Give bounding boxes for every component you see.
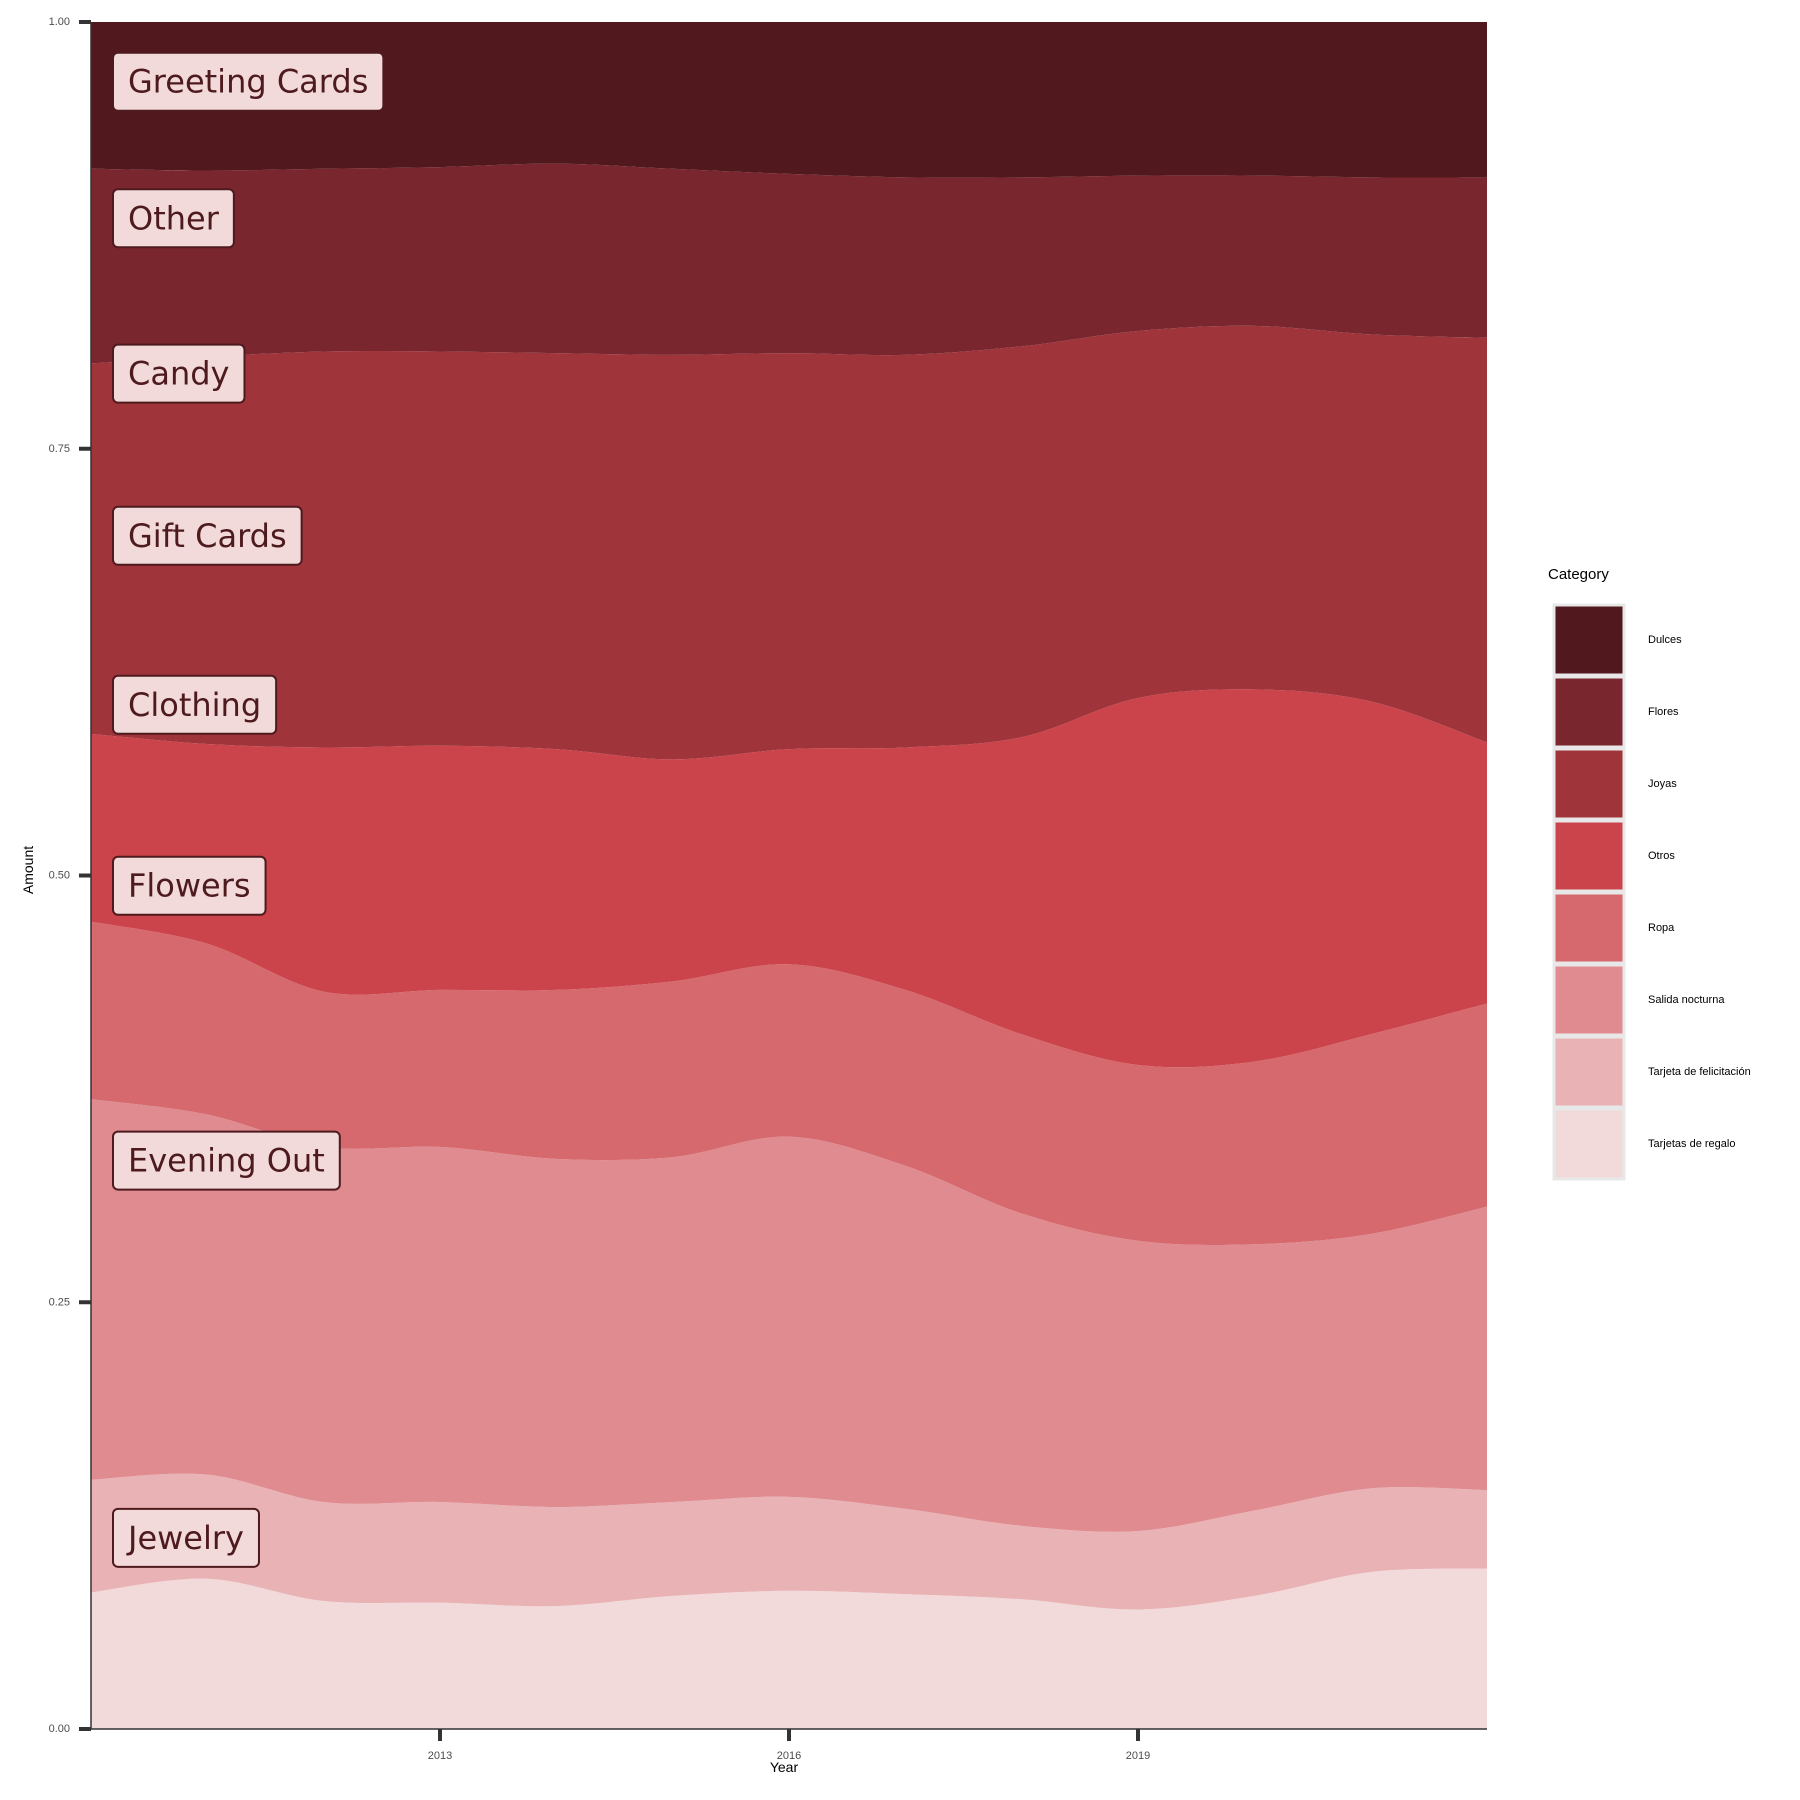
legend-swatch [1552,1107,1626,1181]
legend-label: Flores [1648,706,1679,718]
y-tick-label: 0.25 [49,1296,70,1308]
y-axis: 0.00 0.25 0.50 0.75 1.00 [49,16,92,1735]
area-label: Jewelry [112,1507,260,1568]
area-label-box [112,855,267,916]
legend-swatch [1552,819,1626,893]
area-label: Candy [112,343,246,404]
area-label-box [112,1130,341,1191]
legend-title: Category [1548,566,1609,583]
area-label: Greeting Cards [112,51,385,112]
legend-swatch [1552,675,1626,749]
area-label-text: Jewelry [126,1519,244,1557]
legend-label: Ropa [1648,922,1675,934]
y-tick-label: 0.50 [49,870,70,882]
chart-areas [91,22,1487,1729]
area-label-box [112,51,385,112]
area-label: Other [112,188,235,249]
x-tick-label: 2016 [777,1750,801,1762]
legend-label: Tarjeta de felicitación [1648,1066,1751,1078]
area-label-text: Greeting Cards [128,63,368,101]
legend-swatch [1552,891,1626,965]
area-tarjetas-de-regalo [91,1568,1487,1729]
x-axis-title: Year [770,1759,799,1775]
x-tick-label: 2019 [1126,1750,1150,1762]
legend-swatch [1552,747,1626,821]
area-label: Evening Out [112,1130,341,1191]
area-label-text: Other [128,199,220,237]
area-label-box [112,1507,260,1568]
legend-label: Salida nocturna [1648,994,1725,1006]
x-axis: 2013 2016 2019 [91,1728,1487,1762]
y-tick-label: 0.75 [49,443,70,455]
legend: Category Dulces Flores Joyas Otros Ropa Salid… [1548,566,1751,1181]
x-tick-label: 2013 [428,1750,452,1762]
legend-swatch [1552,963,1626,1037]
area-otros [91,689,1487,1068]
area-flores [91,163,1487,364]
legend-label: Joyas [1648,778,1677,790]
area-label: Clothing [112,674,278,735]
y-axis-title: Amount [20,846,36,894]
area-tarjeta-de-felicitaci-n [91,1473,1487,1610]
legend-swatch [1552,1035,1626,1109]
area-label-text: Clothing [128,686,261,724]
area-labels: Greeting Cards Other Candy Gift Cards Clothi… [112,51,385,1568]
area-label: Flowers [112,855,267,916]
area-label-box [112,674,278,735]
y-tick-label: 0.00 [49,1723,70,1735]
area-label-text: Flowers [128,867,251,905]
y-tick-label: 1.00 [49,16,70,28]
area-label: Gift Cards [112,505,303,566]
area-label-text: Gift Cards [128,517,287,555]
area-dulces [91,22,1487,178]
area-label-text: Evening Out [128,1142,325,1180]
area-label-box [112,343,246,404]
area-label-box [112,505,303,566]
area-label-text: Candy [128,355,229,393]
legend-swatch [1552,603,1626,677]
area-joyas [91,325,1487,760]
area-salida-nocturna [91,1099,1487,1532]
legend-label: Tarjetas de regalo [1648,1138,1735,1150]
legend-label: Otros [1648,850,1675,862]
area-ropa [91,921,1487,1245]
area-label-box [112,188,235,249]
legend-label: Dulces [1648,634,1682,646]
